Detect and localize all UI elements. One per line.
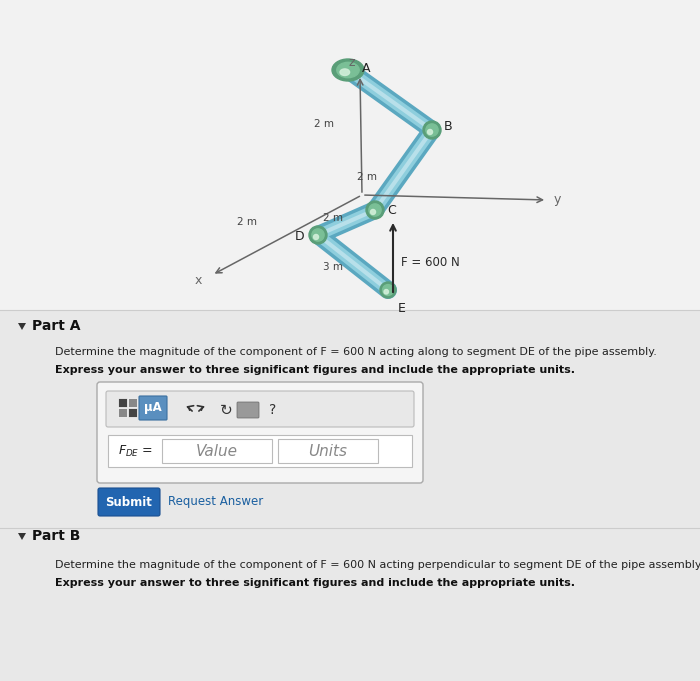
Circle shape [384,289,388,294]
Text: Express your answer to three significant figures and include the appropriate uni: Express your answer to three significant… [55,578,575,588]
Text: F = 600 N: F = 600 N [401,255,460,268]
Text: 2 m: 2 m [323,213,343,223]
Circle shape [428,129,433,135]
Text: B: B [444,121,453,133]
Bar [128,398,137,407]
Text: Determine the magnitude of the component of F = 600 N acting along to segment DE: Determine the magnitude of the component… [55,347,657,357]
Bar [118,408,127,417]
Text: E: E [398,302,406,315]
Polygon shape [18,533,26,540]
Polygon shape [18,323,26,330]
Text: $F_{DE}$ =: $F_{DE}$ = [118,443,153,458]
Text: A: A [362,61,370,74]
Text: Request Answer: Request Answer [168,496,263,509]
Bar [128,408,137,417]
Circle shape [380,282,396,298]
FancyBboxPatch shape [278,439,378,463]
Text: ↻: ↻ [220,402,232,417]
Circle shape [383,285,393,296]
Text: Units: Units [309,443,347,458]
Text: x: x [195,274,202,287]
Circle shape [369,204,381,216]
Circle shape [426,124,438,136]
Circle shape [314,234,318,240]
Text: y: y [553,193,561,206]
Bar [118,398,127,407]
Text: Submit: Submit [106,496,153,509]
Text: z: z [349,57,355,69]
Bar [0,0,700,310]
Ellipse shape [332,59,364,81]
Text: Part B: Part B [32,529,80,543]
Text: Part A: Part A [32,319,80,333]
FancyBboxPatch shape [162,439,272,463]
Text: ?: ? [270,403,276,417]
Text: 2 m: 2 m [357,172,377,182]
Text: Value: Value [196,443,238,458]
FancyBboxPatch shape [237,402,259,418]
Circle shape [312,229,324,241]
Text: D: D [295,230,304,244]
Text: 3 m: 3 m [323,262,343,272]
Text: μA: μA [144,402,162,415]
Circle shape [309,226,327,244]
Ellipse shape [340,69,349,76]
FancyBboxPatch shape [98,488,160,516]
Text: 2 m: 2 m [314,119,334,129]
Text: Express your answer to three significant figures and include the appropriate uni: Express your answer to three significant… [55,365,575,375]
Bar [0,310,700,681]
FancyBboxPatch shape [97,382,423,483]
FancyBboxPatch shape [106,391,414,427]
Ellipse shape [337,62,359,78]
Circle shape [370,210,375,215]
FancyBboxPatch shape [139,396,167,420]
Circle shape [366,201,384,219]
Text: Determine the magnitude of the component of F = 600 N acting perpendicular to se: Determine the magnitude of the component… [55,560,700,570]
Circle shape [423,121,441,139]
Text: 2 m: 2 m [237,217,257,227]
Text: C: C [387,204,395,217]
FancyBboxPatch shape [108,435,412,467]
